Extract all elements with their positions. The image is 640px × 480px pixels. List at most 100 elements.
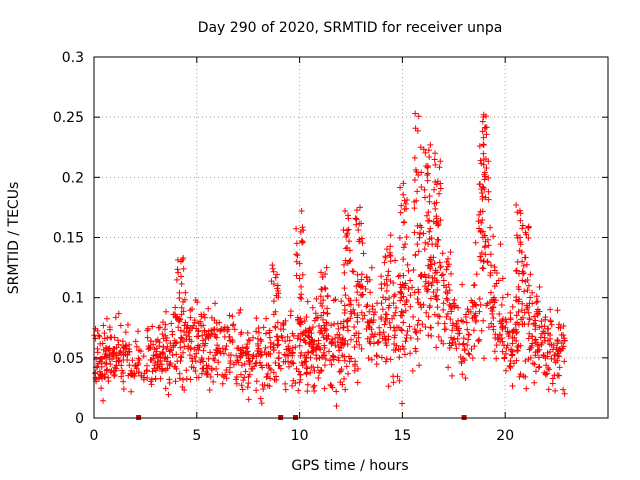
data-point xyxy=(438,272,445,279)
data-point xyxy=(335,354,342,361)
data-point xyxy=(294,314,301,321)
data-point xyxy=(397,297,404,304)
data-point xyxy=(180,308,187,315)
data-point xyxy=(109,351,116,358)
data-point xyxy=(427,141,434,148)
data-point xyxy=(163,358,170,365)
data-point xyxy=(255,342,262,349)
data-point xyxy=(480,317,487,324)
data-point xyxy=(392,257,399,264)
data-point xyxy=(132,338,139,345)
data-point xyxy=(100,322,107,329)
data-point xyxy=(245,336,252,343)
data-point xyxy=(242,368,249,375)
data-point xyxy=(387,243,394,250)
data-point xyxy=(536,308,543,315)
data-point xyxy=(478,249,485,256)
data-point xyxy=(223,375,230,382)
data-point xyxy=(347,315,354,322)
data-point xyxy=(393,342,400,349)
data-point xyxy=(400,319,407,326)
data-point xyxy=(448,334,455,341)
data-point xyxy=(124,321,131,328)
data-point xyxy=(150,352,157,359)
y-tick-label: 0.05 xyxy=(53,351,84,367)
data-point xyxy=(322,286,329,293)
data-point xyxy=(385,383,392,390)
data-point xyxy=(459,371,466,378)
data-point xyxy=(161,355,168,362)
data-point xyxy=(309,304,316,311)
data-point xyxy=(133,343,140,350)
data-point xyxy=(275,354,282,361)
data-point xyxy=(436,313,443,320)
data-point xyxy=(415,317,422,324)
data-point xyxy=(243,352,250,359)
data-point xyxy=(159,349,166,356)
data-point xyxy=(272,323,279,330)
data-point xyxy=(222,371,229,378)
data-point xyxy=(473,271,480,278)
data-point xyxy=(237,371,244,378)
data-point xyxy=(513,202,520,209)
data-point xyxy=(362,285,369,292)
data-point xyxy=(416,362,423,369)
data-point xyxy=(97,373,104,380)
data-point xyxy=(508,352,515,359)
data-point xyxy=(464,326,471,333)
data-point xyxy=(178,354,185,361)
data-point xyxy=(532,317,539,324)
data-point xyxy=(422,149,429,156)
data-point xyxy=(415,172,422,179)
data-point xyxy=(358,271,365,278)
data-point xyxy=(396,377,403,384)
y-tick-label: 0.1 xyxy=(62,291,84,307)
data-point xyxy=(128,388,135,395)
data-point xyxy=(393,304,400,311)
data-point xyxy=(417,327,424,334)
data-point xyxy=(179,383,186,390)
data-point xyxy=(476,143,483,150)
data-point xyxy=(173,351,180,358)
data-point xyxy=(295,332,302,339)
data-point xyxy=(374,353,381,360)
data-point xyxy=(542,355,549,362)
data-point xyxy=(483,165,490,172)
data-point xyxy=(115,310,122,317)
data-point xyxy=(430,289,437,296)
data-point xyxy=(409,284,416,291)
data-point xyxy=(195,328,202,335)
data-point xyxy=(529,333,536,340)
data-point xyxy=(192,368,199,375)
data-point xyxy=(343,318,350,325)
data-point xyxy=(181,328,188,335)
data-point xyxy=(217,328,224,335)
data-point xyxy=(223,342,230,349)
data-point xyxy=(324,310,331,317)
data-point xyxy=(434,236,441,243)
data-point xyxy=(120,378,127,385)
data-point xyxy=(120,385,127,392)
data-point xyxy=(498,335,505,342)
data-point xyxy=(397,272,404,279)
data-point xyxy=(439,250,446,257)
data-point xyxy=(468,346,475,353)
data-point xyxy=(162,354,169,361)
data-point xyxy=(471,314,478,321)
data-point xyxy=(542,370,549,377)
data-point xyxy=(162,367,169,374)
data-point xyxy=(431,260,438,267)
data-point xyxy=(311,382,318,389)
data-point xyxy=(347,257,354,264)
data-point xyxy=(381,280,388,287)
data-point xyxy=(230,361,237,368)
data-point xyxy=(180,349,187,356)
x-tick-label: 10 xyxy=(291,428,309,444)
data-point xyxy=(444,255,451,262)
data-point xyxy=(411,289,418,296)
data-point xyxy=(501,342,508,349)
data-point xyxy=(258,338,265,345)
data-point xyxy=(528,344,535,351)
data-point xyxy=(227,358,234,365)
data-point xyxy=(547,317,554,324)
